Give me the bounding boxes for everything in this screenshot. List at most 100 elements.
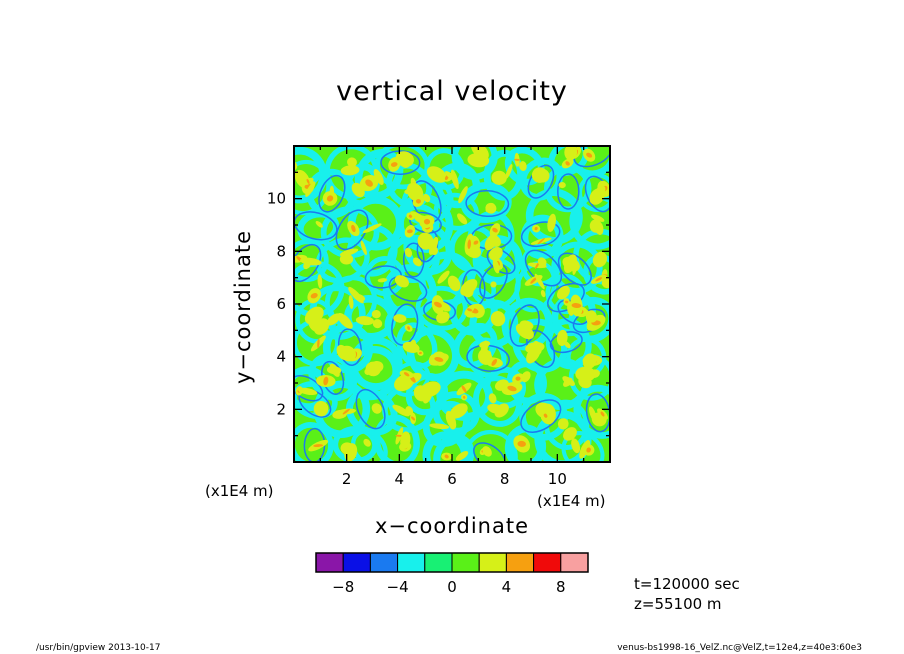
updraft-cell: [305, 181, 316, 198]
strong-updraft: [467, 239, 471, 250]
updraft-cell: [409, 339, 417, 351]
downdraft-lane: [373, 414, 420, 462]
downdraft-lane: [364, 256, 406, 297]
updraft-cell: [329, 363, 340, 377]
strong-updraft: [326, 195, 334, 202]
colorbar-tick-label: 8: [556, 578, 566, 596]
strong-updraft: [444, 454, 449, 459]
colorbar-tick-label: 4: [502, 578, 512, 596]
updraft-cell: [348, 295, 354, 309]
colorbar-tick-label: −4: [387, 578, 409, 596]
colorbar-swatch: [451, 552, 480, 573]
updraft-cell: [562, 376, 575, 386]
strong-downdraft: [391, 303, 419, 346]
updraft-cell: [437, 270, 450, 284]
updraft-cell: [400, 431, 411, 449]
strong-updraft: [403, 372, 410, 377]
strong-updraft: [586, 152, 593, 158]
x-tick-label: 4: [395, 470, 405, 488]
y-axis-label: y−coordinate: [231, 229, 255, 385]
updraft-cell: [340, 165, 360, 176]
y-tick-label: 8: [276, 242, 286, 260]
updraft-cell: [458, 186, 468, 204]
updraft-cell: [519, 161, 527, 172]
x-scale-label: (x1E4 m): [537, 492, 606, 510]
updraft-cell: [315, 220, 323, 228]
strong-downdraft: [294, 375, 324, 402]
updraft-cell: [422, 193, 431, 203]
strong-updraft: [492, 227, 498, 233]
x-tick-label: 10: [548, 470, 567, 488]
strong-downdraft: [388, 275, 428, 302]
updraft-cell: [532, 340, 542, 355]
updraft-cell: [377, 278, 388, 283]
strong-updraft: [600, 411, 605, 417]
strong-updraft: [306, 178, 310, 184]
strong-updraft: [564, 300, 569, 304]
updraft-cell: [404, 188, 414, 195]
strong-updraft: [434, 357, 444, 362]
strong-updraft: [317, 338, 320, 349]
updraft-cell: [445, 410, 457, 429]
strong-updraft: [342, 408, 350, 415]
updraft-cell: [348, 286, 364, 304]
updraft-cell: [521, 371, 531, 383]
velocity-field: [294, 146, 610, 462]
updraft-cell: [482, 446, 492, 457]
updraft-cell: [457, 213, 468, 225]
strong-updraft: [407, 326, 411, 330]
updraft-cell: [586, 310, 598, 323]
strong-updraft: [411, 416, 416, 421]
strong-updraft: [444, 175, 449, 181]
updraft-cell: [505, 164, 513, 179]
downdraft-lane: [415, 285, 468, 331]
strong-updraft: [406, 229, 413, 234]
strong-updraft: [517, 440, 526, 447]
updraft-cell: [494, 403, 509, 418]
updraft-cell: [578, 375, 592, 389]
updraft-cell: [591, 214, 605, 222]
strong-updraft: [390, 162, 398, 167]
updraft-cell: [344, 443, 358, 462]
strong-updraft: [462, 395, 466, 399]
updraft-cell: [478, 349, 493, 365]
downdraft-lane: [573, 384, 610, 439]
updraft-cell: [370, 360, 384, 373]
updraft-cell: [515, 323, 534, 340]
strong-downdraft: [411, 180, 442, 223]
downdraft-lane: [396, 193, 454, 253]
strong-downdraft: [318, 174, 346, 213]
updraft-cell: [447, 275, 461, 292]
x-axis-label: x−coordinate: [374, 514, 530, 538]
updraft-cell: [488, 393, 497, 404]
strong-updraft: [515, 376, 521, 381]
strong-updraft: [491, 359, 498, 366]
updraft-cell: [294, 161, 298, 171]
colorbar-swatch: [478, 552, 507, 573]
strong-downdraft: [355, 388, 386, 430]
updraft-cell: [589, 369, 600, 378]
updraft-cell: [594, 221, 604, 235]
updraft-cell: [339, 253, 354, 265]
updraft-cell: [313, 318, 330, 335]
downdraft-lane: [565, 146, 610, 178]
y-tick-label: 10: [267, 190, 286, 208]
updraft-cell: [405, 406, 414, 416]
downdraft-lane: [469, 257, 521, 309]
updraft-cell: [364, 368, 371, 375]
colorbar: −8 −4 0 4 8: [315, 552, 589, 596]
downdraft-lane: [577, 173, 610, 212]
updraft-cell: [450, 169, 459, 189]
updraft-cell: [429, 423, 450, 430]
axis-ticks: 2 4 6 8 10 2 4 6 8 10: [267, 146, 610, 488]
colorbar-swatch: [424, 552, 453, 573]
chart-title: vertical velocity: [336, 76, 568, 107]
colorbar-swatch: [397, 552, 426, 573]
updraft-cell: [589, 188, 605, 205]
updraft-cell: [300, 257, 322, 266]
strong-updraft: [571, 303, 582, 309]
strong-updraft: [415, 199, 421, 204]
downdraft-lane: [433, 433, 475, 462]
updraft-cell: [467, 153, 490, 168]
downdraft-lane: [343, 163, 381, 208]
